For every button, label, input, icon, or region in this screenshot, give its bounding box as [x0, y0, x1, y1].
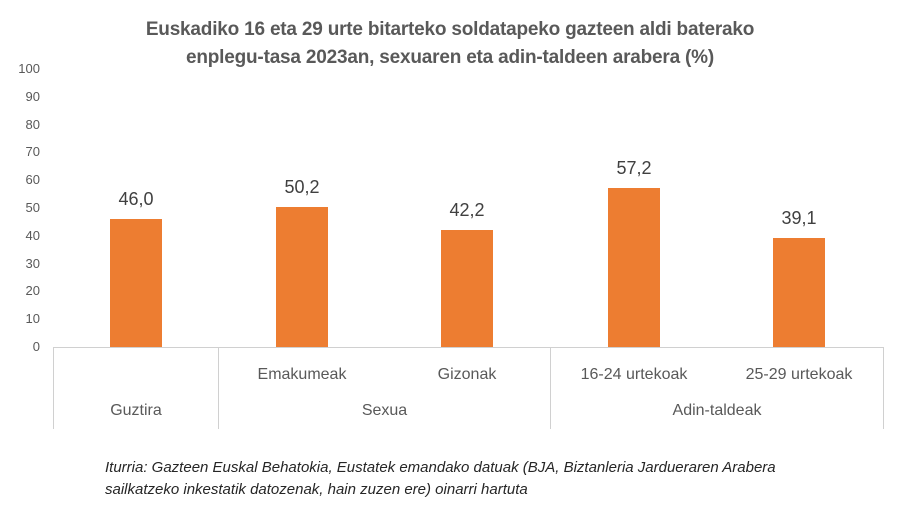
bar-guztira	[110, 219, 162, 347]
bar-emakumeak	[276, 207, 328, 347]
bar-16-24	[608, 188, 660, 347]
x-label-25-29: 25-29 urtekoak	[745, 366, 853, 383]
source-line-2: sailkatzeko inkestatik datozenak, hain z…	[105, 481, 528, 498]
group-label-guztira: Guztira	[110, 402, 162, 419]
y-tick: 0	[32, 339, 40, 354]
x-label-gizonak: Gizonak	[437, 366, 497, 383]
value-label: 42,2	[449, 200, 485, 220]
bar-25-29	[773, 238, 825, 347]
category-divider	[550, 347, 551, 429]
y-tick: 100	[18, 61, 40, 76]
source-note: Iturria: Gazteen Euskal Behatokia, Eusta…	[105, 457, 885, 501]
chart-title-line-2: enplegu-tasa 2023an, sexuaren eta adin-t…	[186, 47, 714, 68]
category-divider	[53, 347, 54, 429]
bar-gizonak	[441, 230, 493, 347]
chart-title-line-1: Euskadiko 16 eta 29 urte bitarteko solda…	[145, 19, 755, 40]
y-tick: 50	[25, 200, 40, 215]
source-line-1: Iturria: Gazteen Euskal Behatokia, Eusta…	[105, 459, 776, 476]
y-tick: 30	[25, 256, 40, 271]
group-label-adin-taldeak: Adin-taldeak	[672, 402, 762, 419]
y-tick: 80	[25, 117, 40, 132]
x-label-16-24: 16-24 urtekoak	[580, 366, 688, 383]
category-divider	[218, 347, 219, 429]
x-axis-line	[53, 347, 884, 348]
x-label-emakumeak: Emakumeak	[257, 366, 347, 383]
y-tick: 70	[25, 144, 40, 159]
category-divider	[883, 347, 884, 429]
y-tick: 40	[25, 228, 40, 243]
chart-title: Euskadiko 16 eta 29 urte bitarteko solda…	[0, 16, 900, 72]
value-label: 57,2	[616, 158, 652, 178]
y-tick: 90	[25, 89, 40, 104]
group-label-sexua: Sexua	[361, 402, 408, 419]
y-tick: 60	[25, 172, 40, 187]
value-label: 50,2	[284, 177, 320, 197]
y-tick: 10	[25, 311, 40, 326]
y-tick: 20	[25, 283, 40, 298]
value-label: 46,0	[118, 189, 154, 209]
value-label: 39,1	[781, 208, 817, 228]
